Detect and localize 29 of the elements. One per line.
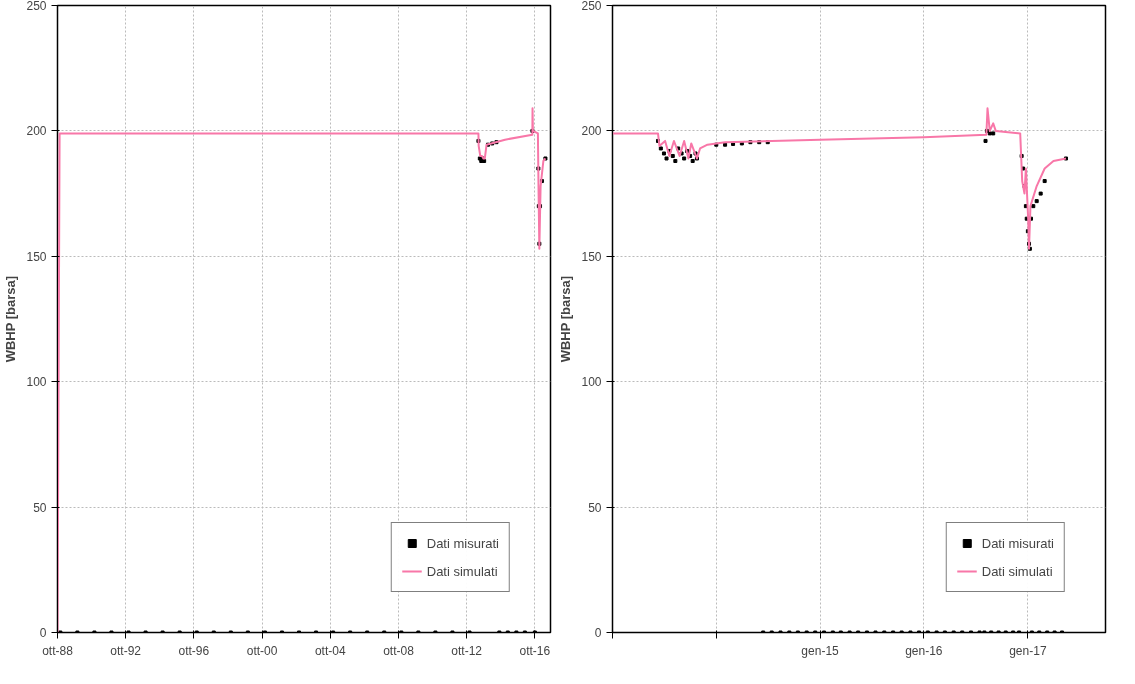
y-tick-label: 100 — [581, 375, 602, 390]
y-tick-label: 50 — [588, 500, 602, 515]
legend-label: Dati misurati — [426, 535, 499, 551]
x-tick-label: ott-08 — [383, 643, 415, 658]
y-tick-label: 250 — [581, 0, 602, 13]
legend-label: Dati simulati — [426, 563, 498, 579]
y-tick-label: 150 — [581, 249, 602, 264]
x-tick-label: ott-04 — [314, 643, 346, 658]
y-tick-label: 0 — [39, 626, 47, 640]
y-tick-label: 200 — [26, 124, 47, 139]
y-tick-label: 0 — [594, 626, 602, 640]
x-tick-label: gen-15 — [801, 643, 840, 658]
x-tick-label: ott-12 — [451, 643, 483, 658]
x-tick-label: ott-88 — [42, 643, 74, 658]
x-tick-label: gen-16 — [905, 643, 943, 658]
y-axis-title: WBHP [barsa] — [558, 275, 574, 363]
x-tick-label: ott-00 — [246, 643, 278, 658]
x-tick-label: ott-92 — [110, 643, 142, 658]
x-tick-label: ott-16 — [519, 643, 551, 658]
y-tick-label: 100 — [26, 375, 47, 390]
y-tick-label: 250 — [26, 0, 47, 13]
legend-label: Dati simulati — [981, 563, 1053, 579]
y-tick-label: 150 — [26, 249, 47, 264]
y-tick-label: 50 — [33, 500, 47, 515]
x-tick-label: gen-17 — [1009, 643, 1047, 658]
y-tick-label: 200 — [581, 124, 602, 139]
x-tick-label: ott-96 — [178, 643, 210, 658]
y-axis-title: WBHP [barsa] — [3, 275, 19, 363]
legend-label: Dati misurati — [981, 535, 1054, 551]
